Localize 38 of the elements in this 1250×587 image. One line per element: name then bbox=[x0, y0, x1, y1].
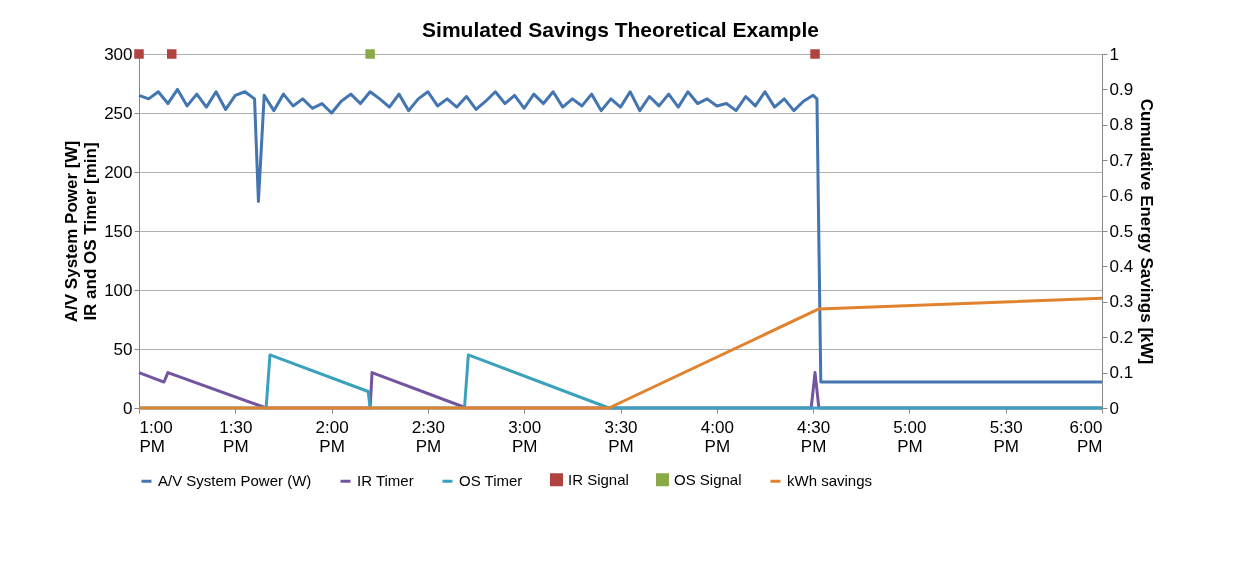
y-tick-label: 250 bbox=[104, 103, 133, 123]
legend-label: A/V System Power (W) bbox=[158, 472, 312, 490]
y2-tick-label: 0.5 bbox=[1109, 221, 1134, 241]
x-tick-label: 2:30 PM bbox=[411, 417, 445, 456]
x-tick-label: 4:30 PM bbox=[797, 417, 831, 456]
y2-tick-label: 0.7 bbox=[1109, 150, 1134, 170]
y-tick-label: 50 bbox=[113, 339, 133, 359]
y2-tick-label: 0.8 bbox=[1109, 115, 1134, 135]
legend-label: kWh savings bbox=[787, 472, 873, 490]
y-tick-label: 150 bbox=[104, 221, 133, 241]
x-tick-label: 5:00 PM bbox=[893, 417, 927, 456]
legend-label: IR Timer bbox=[357, 472, 414, 490]
y2-tick-label: 1 bbox=[1109, 44, 1119, 64]
y-tick-label: 300 bbox=[104, 44, 133, 64]
chart-title: Simulated Savings Theoretical Example bbox=[422, 18, 819, 41]
x-tick-label: 1:30 PM bbox=[219, 417, 253, 456]
legend-label: IR Signal bbox=[568, 470, 629, 488]
y2-tick-label: 0.6 bbox=[1109, 186, 1134, 206]
y2-axis-title: Cumulative Energy Savings [kW] bbox=[1137, 98, 1157, 365]
y2-tick-label: 0.2 bbox=[1109, 327, 1134, 347]
x-tick-label: 4:00 PM bbox=[700, 417, 734, 456]
legend-label: OS Timer bbox=[459, 472, 523, 490]
x-tick-label: 3:30 PM bbox=[604, 417, 638, 456]
x-tick-label: 5:30 PM bbox=[989, 417, 1023, 456]
legend-label: OS Signal bbox=[674, 470, 742, 488]
y2-tick-label: 0.3 bbox=[1109, 292, 1134, 312]
y2-tick-label: 0.1 bbox=[1109, 363, 1134, 383]
y-axis-title: A/V System Power [W] IR and OS Timer [min] bbox=[62, 140, 101, 323]
x-tick-label: 6:00 PM bbox=[1069, 417, 1103, 456]
x-tick-label: 1:00 PM bbox=[139, 417, 173, 456]
x-tick-label: 2:00 PM bbox=[315, 417, 349, 456]
y2-tick-label: 0.4 bbox=[1109, 256, 1134, 276]
y-tick-label: 0 bbox=[123, 398, 133, 418]
y2-tick-label: 0 bbox=[1109, 398, 1119, 418]
x-tick-label: 3:00 PM bbox=[508, 417, 542, 456]
y-tick-label: 100 bbox=[104, 280, 133, 300]
y-tick-label: 200 bbox=[104, 162, 133, 182]
y2-tick-label: 0.9 bbox=[1109, 79, 1134, 99]
